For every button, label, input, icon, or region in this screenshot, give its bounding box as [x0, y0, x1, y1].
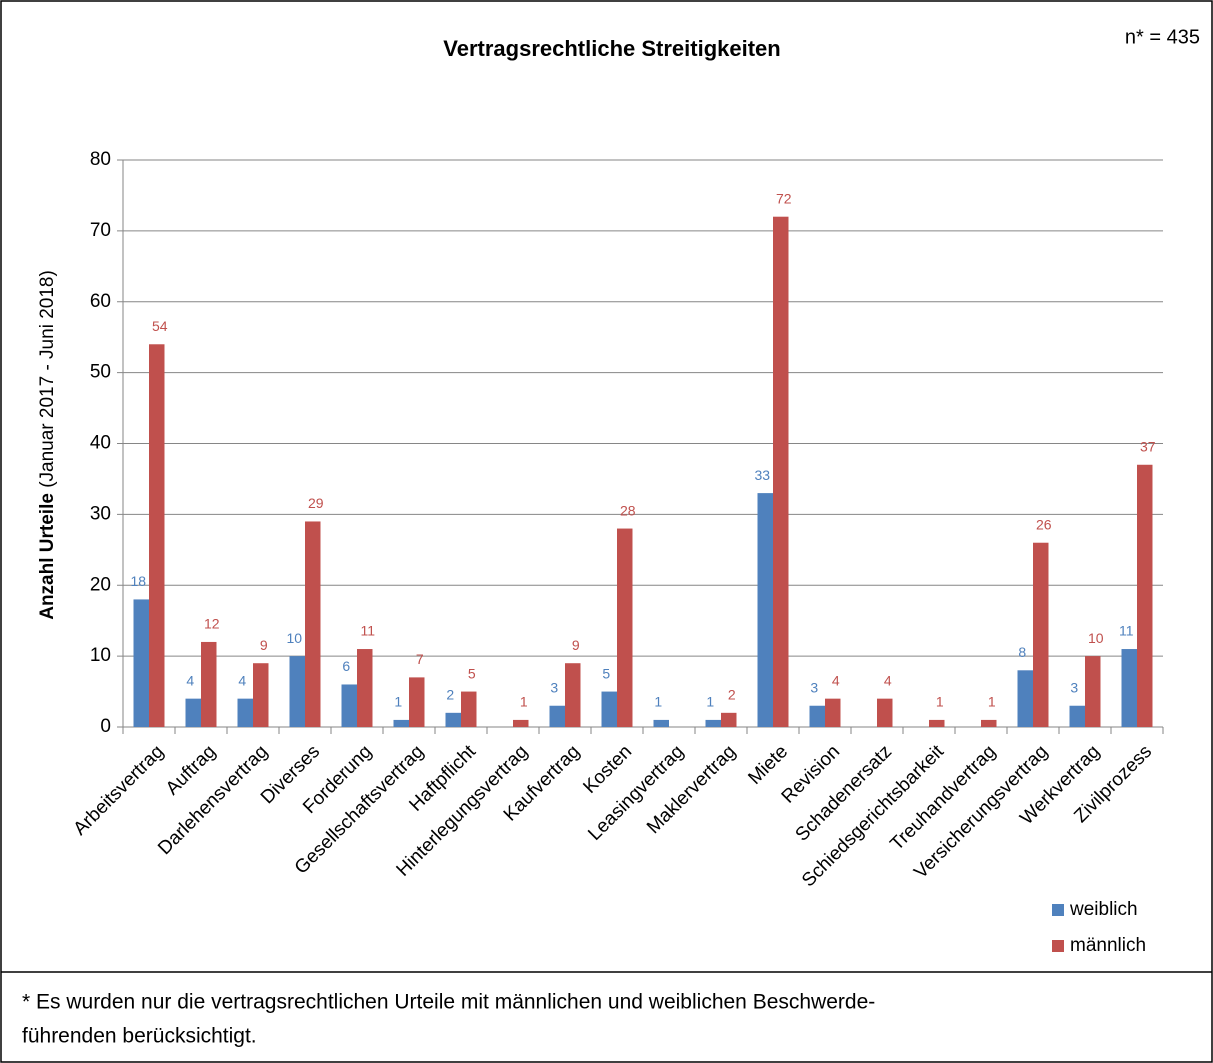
value-label: 1	[654, 694, 662, 710]
value-label: 26	[1036, 516, 1052, 532]
value-label: 37	[1140, 438, 1156, 454]
value-label: 3	[810, 679, 818, 695]
value-label: 10	[286, 630, 302, 646]
value-label: 5	[468, 665, 476, 681]
value-label: 28	[620, 502, 636, 518]
value-label: 4	[832, 672, 840, 688]
bar	[393, 719, 409, 727]
chart-title: Vertragsrechtliche Streitigkeiten	[443, 36, 780, 61]
y-tick-label: 60	[90, 291, 111, 312]
y-tick-label: 80	[90, 149, 111, 170]
value-label: 10	[1088, 630, 1104, 646]
x-tick-label: Miete	[744, 741, 792, 789]
x-tick-label: Arbeitsvertrag	[70, 741, 168, 839]
bar	[1017, 670, 1033, 727]
y-tick-label: 30	[90, 503, 111, 524]
value-label: 2	[728, 687, 736, 703]
bar	[237, 698, 253, 727]
footnote: führenden berücksichtigt.	[22, 1025, 257, 1048]
value-label: 1	[394, 694, 402, 710]
value-label: 2	[446, 687, 454, 703]
legend-label: weiblich	[1069, 899, 1138, 920]
value-label: 6	[342, 658, 350, 674]
y-tick-label: 70	[90, 220, 111, 241]
bar	[1121, 649, 1137, 727]
bar	[565, 663, 581, 727]
bar	[705, 719, 721, 727]
bar	[133, 599, 149, 727]
bar	[1085, 656, 1101, 727]
value-label: 9	[572, 637, 580, 653]
bar	[617, 528, 633, 727]
value-label: 3	[1070, 679, 1078, 695]
value-label: 33	[754, 467, 770, 483]
value-label: 1	[936, 694, 944, 710]
bar	[149, 344, 165, 727]
bar	[461, 691, 477, 727]
bar	[981, 719, 997, 727]
value-label: 18	[130, 573, 146, 589]
value-label: 3	[550, 679, 558, 695]
bar	[825, 698, 841, 727]
value-label: 1	[520, 694, 528, 710]
legend-label: männlich	[1070, 935, 1146, 956]
y-tick-label: 40	[90, 433, 111, 454]
bar	[1033, 542, 1049, 727]
value-label: 72	[776, 190, 792, 206]
bar	[877, 698, 893, 727]
bar	[409, 677, 425, 727]
bar	[809, 705, 825, 727]
y-tick-label: 0	[100, 716, 111, 737]
bar	[289, 656, 305, 727]
value-label: 9	[260, 637, 268, 653]
bar	[773, 216, 789, 727]
footnote: * Es wurden nur die vertragsrechtlichen …	[22, 991, 875, 1014]
value-label: 11	[1119, 623, 1134, 639]
value-label: 1	[988, 694, 996, 710]
value-label: 8	[1018, 644, 1026, 660]
y-label-note: (Januar 2017 - Juni 2018)	[37, 270, 58, 488]
legend-swatch	[1052, 940, 1064, 952]
bar	[549, 705, 565, 727]
bar	[357, 649, 373, 727]
bar	[1069, 705, 1085, 727]
bar	[929, 719, 945, 727]
bar	[253, 663, 269, 727]
y-axis-label: Anzahl Urteile (Januar 2017 - Juni 2018)	[37, 270, 58, 620]
bar	[513, 719, 529, 727]
bar	[1137, 464, 1153, 727]
bar	[341, 684, 357, 727]
bar	[201, 641, 217, 727]
y-tick-label: 50	[90, 362, 111, 383]
bar	[185, 698, 201, 727]
value-label: 1	[706, 694, 714, 710]
y-tick-label: 10	[90, 645, 111, 666]
annotation: n* = 435	[1125, 26, 1200, 48]
value-label: 29	[308, 495, 324, 511]
bar	[721, 712, 737, 727]
value-label: 4	[238, 672, 246, 688]
bar	[601, 691, 617, 727]
bar	[445, 712, 461, 727]
value-label: 12	[204, 616, 220, 632]
bar	[757, 493, 773, 727]
y-tick-label: 20	[90, 574, 111, 595]
bar	[653, 719, 669, 727]
legend-swatch	[1052, 904, 1064, 916]
value-label: 5	[602, 665, 610, 681]
value-label: 4	[186, 672, 194, 688]
value-label: 7	[416, 651, 424, 667]
value-label: 4	[884, 672, 892, 688]
value-label: 54	[152, 318, 168, 334]
bar	[305, 521, 321, 727]
value-label: 11	[360, 623, 375, 639]
y-label: Anzahl Urteile	[37, 493, 58, 620]
